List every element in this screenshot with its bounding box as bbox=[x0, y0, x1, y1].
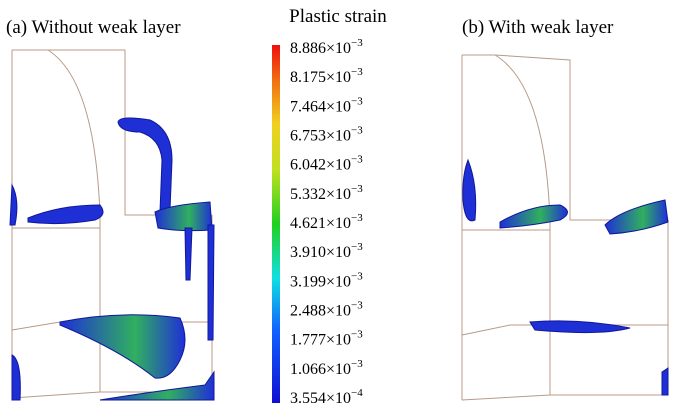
label-exponent: −3 bbox=[351, 241, 363, 253]
label-base: 1.777×10 bbox=[290, 332, 351, 349]
label-base: 5.332×10 bbox=[290, 186, 351, 203]
colorbar-label: 8.886×10−3 bbox=[290, 37, 363, 57]
colorbar bbox=[272, 45, 280, 403]
label-exponent: −3 bbox=[351, 329, 363, 341]
label-base: 4.621×10 bbox=[290, 215, 351, 232]
colorbar-label: 3.910×10−3 bbox=[290, 241, 363, 261]
label-exponent: −3 bbox=[351, 212, 363, 224]
colorbar-title: Plastic strain bbox=[289, 6, 387, 27]
label-base: 1.066×10 bbox=[290, 361, 351, 378]
colorbar-label: 3.554×10−4 bbox=[290, 387, 363, 407]
colorbar-label: 8.175×10−3 bbox=[290, 66, 363, 86]
label-base: 3.554×10 bbox=[290, 390, 351, 407]
label-base: 8.175×10 bbox=[290, 69, 351, 86]
panel-title: (b) With weak layer bbox=[462, 17, 614, 38]
label-base: 6.042×10 bbox=[290, 157, 351, 174]
label-exponent: −3 bbox=[351, 95, 363, 107]
colorbar-label: 3.199×10−3 bbox=[290, 270, 363, 290]
colorbar-label: 6.042×10−3 bbox=[290, 154, 363, 174]
label-exponent: −3 bbox=[351, 358, 363, 370]
colorbar-label: 2.488×10−3 bbox=[290, 300, 363, 320]
label-base: 8.886×10 bbox=[290, 40, 351, 57]
label-exponent: −3 bbox=[351, 66, 363, 78]
figure-canvas: (a) Without weak layer (b) With weak lay… bbox=[0, 0, 679, 407]
colorbar-label: 1.777×10−3 bbox=[290, 329, 363, 349]
colorbar-labels: 8.886×10−38.175×10−37.464×10−36.753×10−3… bbox=[290, 37, 363, 407]
label-exponent: −3 bbox=[351, 183, 363, 195]
label-base: 7.464×10 bbox=[290, 98, 351, 115]
colorbar-label: 7.464×10−3 bbox=[290, 95, 363, 115]
label-exponent: −3 bbox=[351, 154, 363, 166]
strain-zones-a bbox=[10, 118, 214, 400]
label-exponent: −3 bbox=[351, 300, 363, 312]
panel-title: (a) Without weak layer bbox=[6, 17, 181, 38]
label-base: 3.910×10 bbox=[290, 244, 351, 261]
label-base: 3.199×10 bbox=[290, 273, 351, 290]
colorbar-label: 6.753×10−3 bbox=[290, 125, 363, 145]
colorbar-label: 5.332×10−3 bbox=[290, 183, 363, 203]
label-exponent: −3 bbox=[351, 125, 363, 137]
label-exponent: −3 bbox=[351, 37, 363, 49]
label-exponent: −3 bbox=[351, 270, 363, 282]
label-exponent: −4 bbox=[351, 387, 363, 399]
label-base: 2.488×10 bbox=[290, 303, 351, 320]
strain-zones-b bbox=[463, 160, 668, 395]
colorbar-label: 1.066×10−3 bbox=[290, 358, 363, 378]
label-base: 6.753×10 bbox=[290, 128, 351, 145]
figure: (a) Without weak layer (b) With weak lay… bbox=[0, 0, 679, 407]
colorbar-label: 4.621×10−3 bbox=[290, 212, 363, 232]
